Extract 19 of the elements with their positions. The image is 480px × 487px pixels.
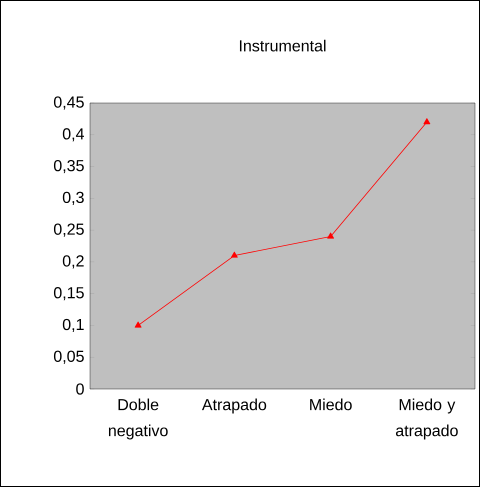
point — [423, 118, 430, 124]
y-tick-label: 0,35 — [54, 160, 84, 174]
x-tick-label: Doble negativo — [108, 398, 168, 440]
y-tick-label: 0,4 — [62, 128, 84, 142]
y-tick-label: 0,2 — [62, 255, 84, 268]
point — [134, 322, 142, 328]
y-tick-label: 0,3 — [62, 192, 84, 205]
y-tick-label: 0,05 — [54, 350, 84, 364]
y-tick-label: 0 — [76, 383, 84, 395]
y-tick-label: 0,45 — [54, 96, 84, 110]
y-tick-label: 0,1 — [62, 318, 84, 332]
y-tick-label: 0,15 — [54, 287, 84, 300]
y-tick-label: 0,25 — [54, 224, 84, 237]
chart-title: Instrumental — [240, 40, 326, 52]
point — [327, 232, 334, 239]
x-tick-label: Miedo — [310, 398, 352, 410]
x-tick-label: Miedo y atrapado — [396, 398, 458, 440]
x-tick-label: Atrapado — [202, 398, 266, 414]
point — [230, 252, 238, 258]
